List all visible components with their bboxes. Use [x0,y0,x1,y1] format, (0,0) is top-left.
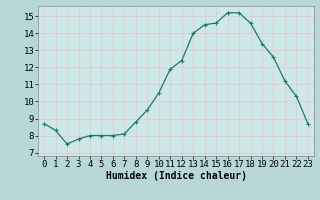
X-axis label: Humidex (Indice chaleur): Humidex (Indice chaleur) [106,171,246,181]
